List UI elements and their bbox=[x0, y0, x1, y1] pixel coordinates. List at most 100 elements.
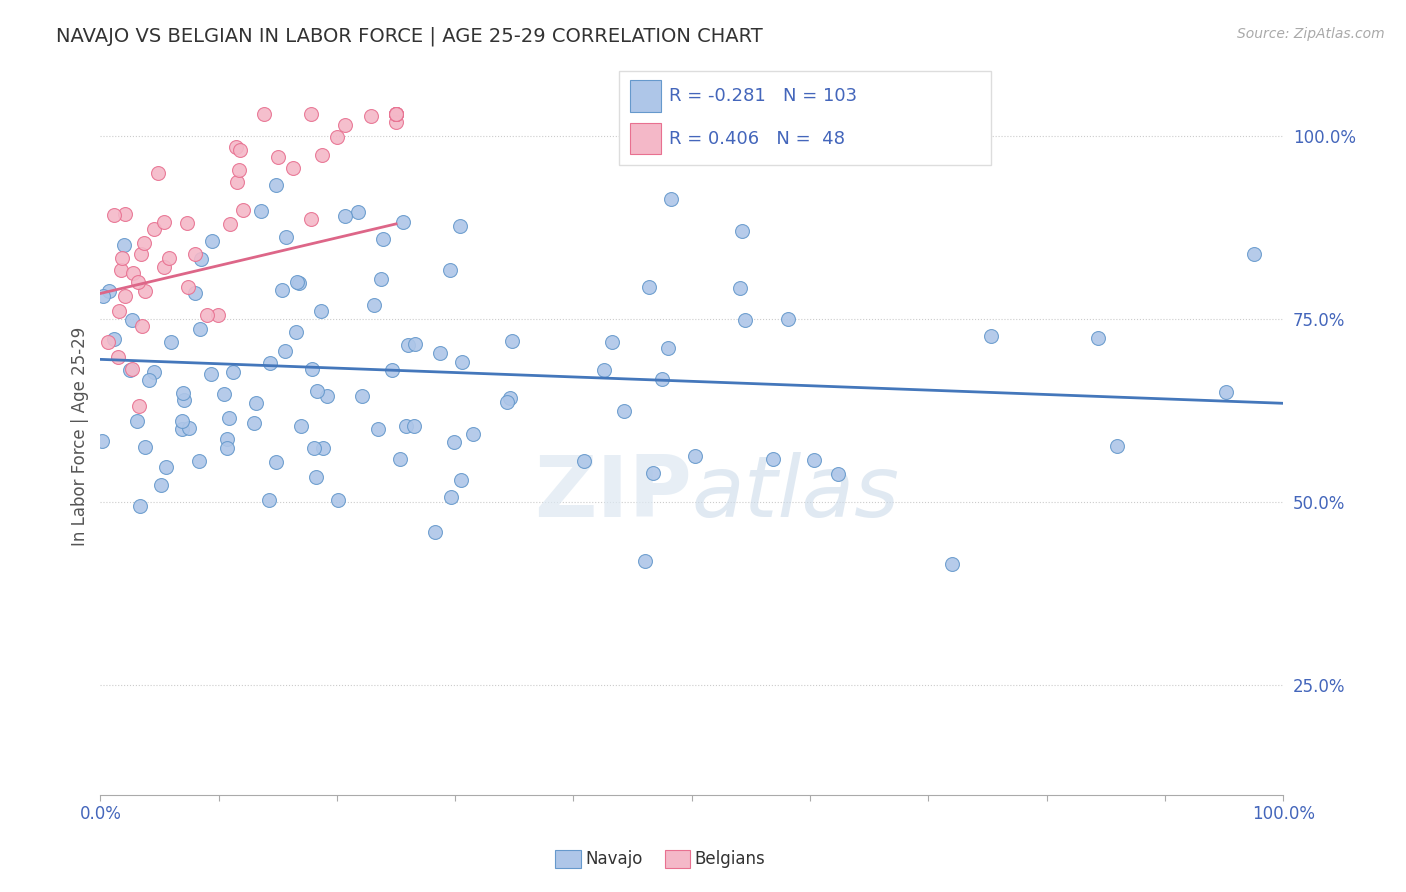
Point bbox=[1105, 439, 1128, 453]
Point bbox=[134, 441, 156, 455]
Point bbox=[108, 304, 131, 318]
Point bbox=[253, 107, 276, 121]
Point bbox=[160, 334, 183, 349]
Point bbox=[155, 460, 177, 475]
Point bbox=[110, 262, 132, 277]
Point bbox=[450, 473, 472, 487]
Point bbox=[285, 325, 308, 339]
Point bbox=[188, 322, 211, 336]
Point bbox=[129, 246, 152, 260]
Point bbox=[385, 107, 408, 121]
Y-axis label: In Labor Force | Age 25-29: In Labor Force | Age 25-29 bbox=[72, 326, 89, 546]
Point bbox=[363, 297, 385, 311]
Point bbox=[97, 335, 120, 350]
Point bbox=[592, 363, 614, 377]
Point bbox=[243, 417, 266, 431]
Point bbox=[226, 175, 249, 189]
Point bbox=[776, 312, 799, 326]
Point bbox=[347, 204, 370, 219]
Point bbox=[1087, 331, 1109, 345]
Point bbox=[134, 236, 156, 251]
Point bbox=[657, 341, 679, 355]
Point bbox=[360, 109, 382, 123]
Point bbox=[439, 263, 461, 277]
Point bbox=[121, 362, 143, 376]
Point bbox=[425, 524, 447, 539]
Point bbox=[1243, 247, 1265, 261]
Point bbox=[651, 372, 673, 386]
Point bbox=[266, 178, 288, 192]
Point bbox=[271, 283, 294, 297]
Point bbox=[299, 107, 322, 121]
Point bbox=[257, 492, 280, 507]
Point bbox=[143, 221, 166, 235]
Point bbox=[125, 414, 148, 428]
Point bbox=[114, 207, 136, 221]
Point bbox=[980, 328, 1002, 343]
Point bbox=[305, 384, 328, 398]
Point bbox=[146, 166, 169, 180]
Point bbox=[443, 434, 465, 449]
Point bbox=[385, 115, 408, 129]
Point bbox=[222, 365, 245, 379]
Point bbox=[173, 392, 195, 407]
Point bbox=[388, 452, 411, 467]
Point bbox=[217, 442, 239, 456]
Point bbox=[281, 161, 304, 175]
Point bbox=[250, 204, 273, 219]
Point bbox=[212, 386, 235, 401]
Point bbox=[184, 285, 207, 300]
Point bbox=[501, 334, 523, 348]
Point bbox=[152, 260, 174, 274]
Point bbox=[264, 455, 287, 469]
Point bbox=[803, 453, 825, 467]
Point bbox=[385, 107, 408, 121]
Point bbox=[150, 478, 173, 492]
Point bbox=[134, 284, 156, 298]
Point bbox=[121, 312, 143, 326]
Point bbox=[301, 362, 323, 376]
Point bbox=[225, 139, 247, 153]
Point bbox=[326, 130, 349, 145]
Point bbox=[107, 350, 129, 364]
Point bbox=[734, 312, 756, 326]
Point bbox=[404, 419, 426, 434]
Point bbox=[827, 467, 849, 481]
Point bbox=[232, 203, 254, 218]
Point bbox=[218, 411, 240, 425]
Point bbox=[572, 453, 595, 467]
Point bbox=[385, 107, 408, 121]
Point bbox=[392, 215, 415, 229]
Point bbox=[299, 211, 322, 226]
Point bbox=[613, 404, 636, 418]
Point bbox=[129, 499, 152, 513]
Point bbox=[131, 319, 153, 334]
Point bbox=[274, 230, 297, 244]
Point bbox=[350, 389, 373, 403]
Point bbox=[496, 394, 519, 409]
Point bbox=[385, 107, 408, 121]
Point bbox=[219, 217, 242, 231]
Point bbox=[187, 454, 209, 468]
Point bbox=[312, 441, 335, 455]
Point bbox=[114, 288, 136, 302]
Text: Source: ZipAtlas.com: Source: ZipAtlas.com bbox=[1237, 27, 1385, 41]
Point bbox=[941, 557, 963, 571]
Point bbox=[184, 247, 207, 261]
Point bbox=[600, 335, 623, 350]
Point bbox=[731, 224, 754, 238]
Point bbox=[385, 107, 408, 121]
Point bbox=[305, 470, 328, 484]
Point bbox=[120, 363, 142, 377]
Point bbox=[274, 343, 297, 358]
Point bbox=[333, 118, 356, 132]
Point bbox=[661, 192, 683, 206]
Text: ZIP: ZIP bbox=[534, 452, 692, 535]
Point bbox=[228, 143, 250, 157]
Point bbox=[638, 280, 661, 294]
Point bbox=[217, 432, 239, 446]
Point bbox=[285, 275, 308, 289]
Text: Navajo: Navajo bbox=[585, 850, 643, 868]
Point bbox=[429, 345, 451, 359]
Point bbox=[127, 275, 149, 289]
